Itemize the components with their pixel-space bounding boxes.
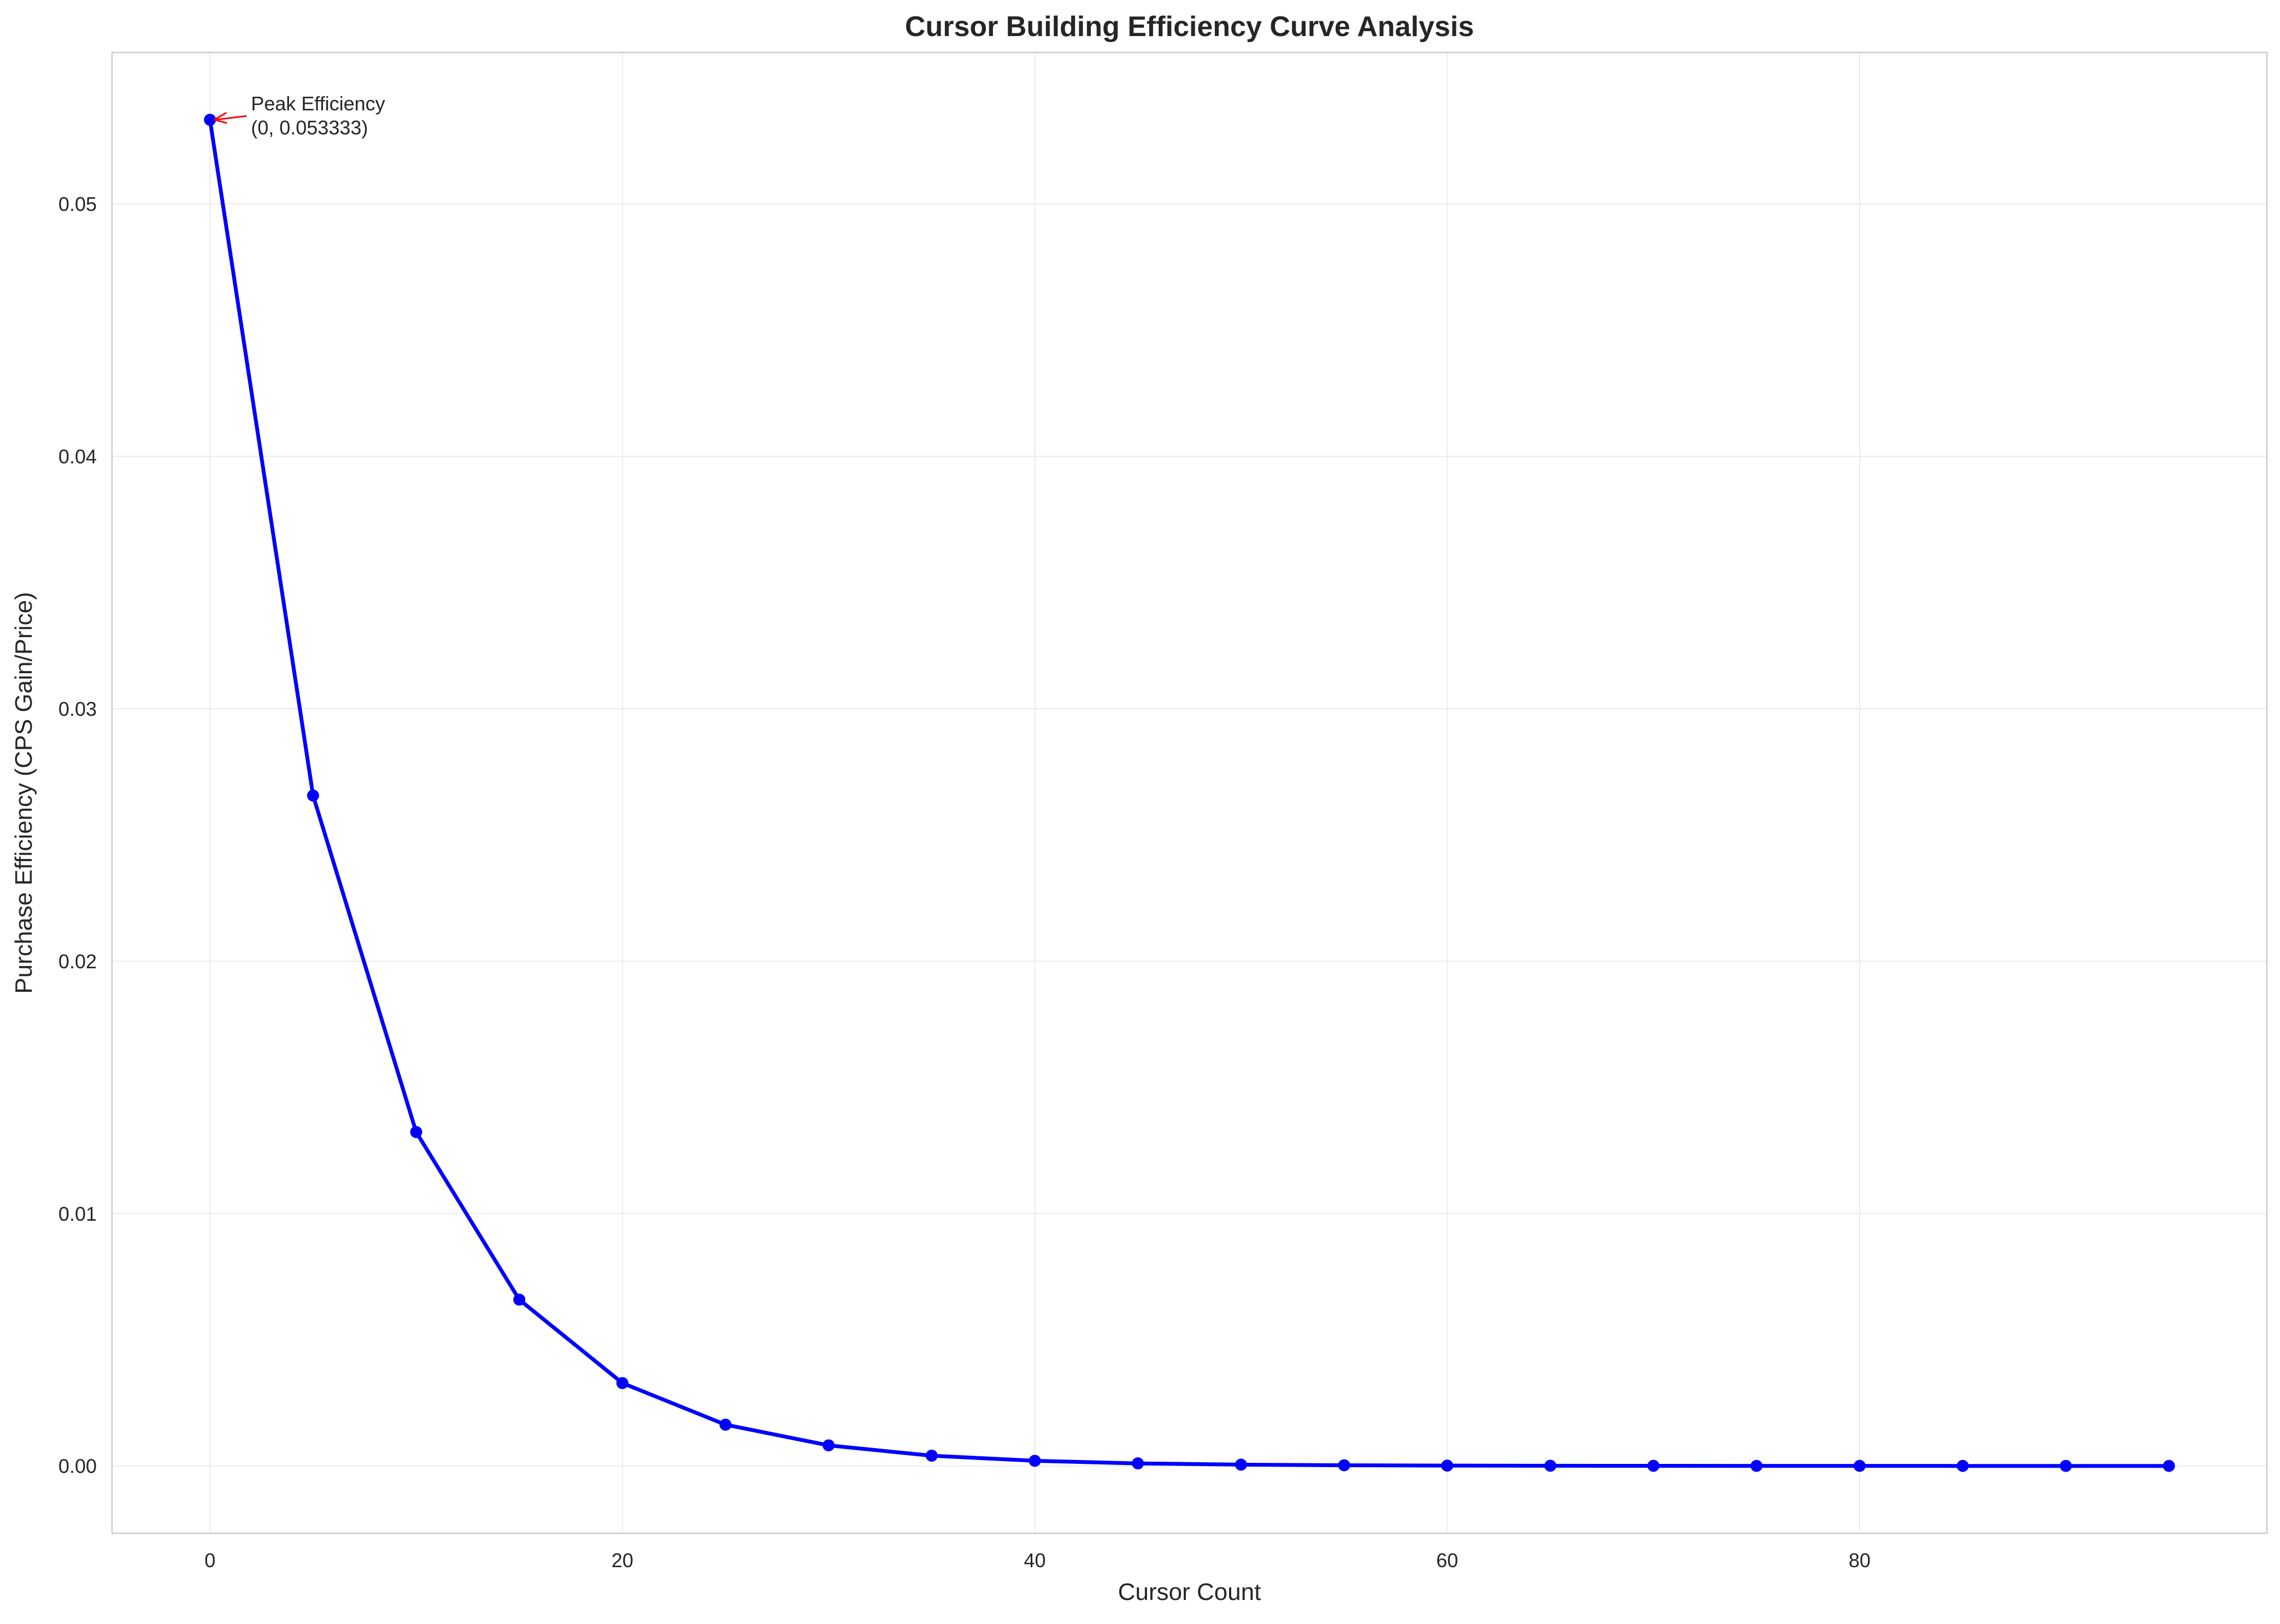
annotation-arrow-shaft: [215, 115, 247, 121]
data-point-marker: [1750, 1460, 1763, 1472]
y-tick-label: 0.04: [58, 445, 97, 468]
data-point-marker: [513, 1293, 526, 1306]
data-point-marker: [1029, 1455, 1041, 1467]
plot-frame: [111, 51, 2268, 1534]
annotation-arrow-head: [214, 111, 227, 124]
data-point-marker: [719, 1419, 732, 1431]
data-point-marker: [2163, 1460, 2175, 1472]
data-point-marker: [307, 789, 319, 802]
annotation-text-line1: Peak Efficiency: [251, 92, 385, 115]
data-point-marker: [204, 114, 216, 126]
chart-title: Cursor Building Efficiency Curve Analysi…: [905, 11, 1474, 43]
data-point-marker: [1544, 1460, 1556, 1472]
series-layer: [204, 114, 2175, 1472]
data-point-marker: [1647, 1460, 1660, 1472]
data-point-marker: [925, 1449, 938, 1462]
data-point-marker: [1441, 1460, 1454, 1472]
x-tick-label: 0: [204, 1549, 215, 1572]
annotation: Peak Efficiency(0, 0.053333): [214, 92, 385, 139]
x-tick-label: 20: [612, 1549, 633, 1572]
data-point-marker: [1956, 1460, 1969, 1472]
efficiency-series-line: [208, 117, 2171, 1468]
x-axis-label: Cursor Count: [1118, 1579, 1261, 1605]
data-point-marker: [410, 1126, 422, 1138]
data-point-marker: [822, 1439, 835, 1452]
y-tick-label: 0.00: [58, 1455, 97, 1478]
tick-labels: 0 20 40 60 80 0.00 0.01 0.02 0.03 0.04 0.05: [58, 193, 1871, 1572]
data-point-marker: [616, 1377, 628, 1390]
y-tick-label: 0.03: [58, 698, 97, 720]
data-point-marker: [1235, 1458, 1247, 1471]
x-tick-label: 40: [1024, 1549, 1045, 1572]
data-point-marker: [1338, 1459, 1350, 1472]
x-tick-label: 80: [1849, 1549, 1871, 1572]
y-tick-label: 0.05: [58, 193, 97, 215]
annotation-text-line2: (0, 0.053333): [251, 116, 368, 139]
y-tick-label: 0.02: [58, 950, 97, 973]
data-point-marker: [2060, 1460, 2072, 1472]
y-tick-label: 0.01: [58, 1203, 97, 1225]
x-tick-label: 60: [1436, 1549, 1458, 1572]
y-axis-label: Purchase Efficiency (CPS Gain/Price): [10, 592, 37, 993]
data-point-marker: [1132, 1457, 1144, 1470]
data-point-marker: [1853, 1460, 1866, 1472]
